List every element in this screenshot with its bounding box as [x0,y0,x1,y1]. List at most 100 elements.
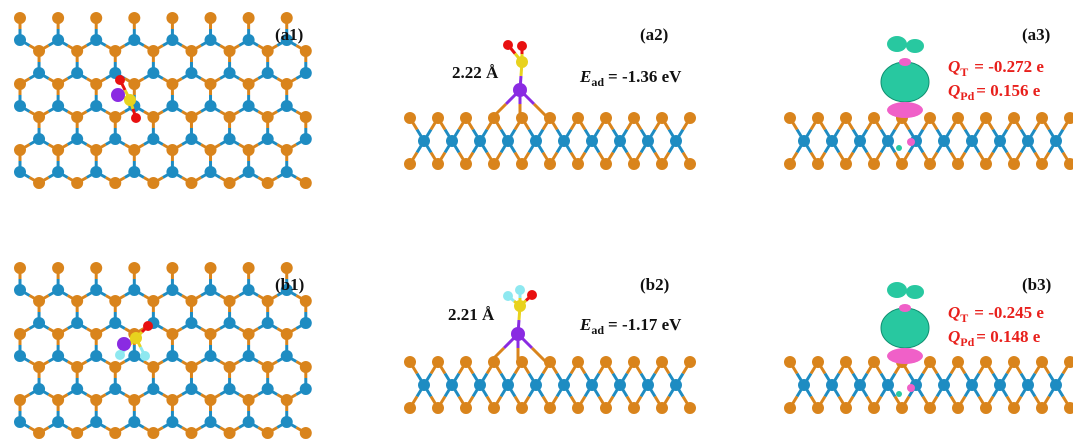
value: = -1.17 eV [608,315,682,334]
density-accumulation [899,304,911,312]
bond [532,348,546,362]
atom [14,78,26,90]
atom [446,379,458,391]
atom [628,112,640,124]
atom [517,41,527,51]
atom [147,427,159,439]
atom [205,284,217,296]
atom [14,262,26,274]
atom [128,284,140,296]
atom [300,317,312,329]
atom [71,45,83,57]
atom [90,34,102,46]
atom [205,328,217,340]
bond-length: 2.22 Å [452,63,499,82]
atom [628,356,640,368]
density-depletion [906,39,924,53]
subscript: T [960,311,968,325]
atom [52,144,64,156]
atom [404,158,416,170]
atom [224,317,236,329]
atom [966,135,978,147]
atom [109,133,121,145]
atom [614,135,626,147]
charge: QT= -0.245 e [948,303,1044,325]
atom [882,135,894,147]
atom [896,402,908,414]
atom [281,350,293,362]
atom [516,56,528,68]
atom [1050,379,1062,391]
atom [143,321,153,331]
atom [140,351,150,361]
atom [71,177,83,189]
atom [281,100,293,112]
atom [185,295,197,307]
atom [109,427,121,439]
atom [128,144,140,156]
atom [71,317,83,329]
value: = -0.245 e [974,303,1044,322]
atom [1036,112,1048,124]
atom [185,361,197,373]
atom [572,356,584,368]
atom [243,100,255,112]
atom [446,135,458,147]
atom [71,361,83,373]
atom [1036,402,1048,414]
density-depletion [906,285,924,299]
atom [784,356,796,368]
atom [503,40,513,50]
atom [281,416,293,428]
density-depletion [887,282,907,298]
density-accumulation [887,348,923,364]
atom [572,112,584,124]
atom [515,285,525,295]
atom [128,78,140,90]
atom [474,379,486,391]
atom [71,383,83,395]
atom [185,133,197,145]
atom [300,133,312,145]
subscript: T [960,65,968,79]
atom [147,295,159,307]
panel-label: (b1) [275,275,304,294]
atom [300,67,312,79]
atom [52,12,64,24]
subscript: ad [591,75,604,89]
atom [502,379,514,391]
atom [115,350,125,360]
atom [128,12,140,24]
atom [224,45,236,57]
atom [224,111,236,123]
atom [262,295,274,307]
atom [262,111,274,123]
atom [52,34,64,46]
atom [262,177,274,189]
atom [205,144,217,156]
atom [166,262,178,274]
atom [262,67,274,79]
atom [185,67,197,79]
atom [404,112,416,124]
density-depletion [881,62,929,102]
symbol: E [579,67,591,86]
atom [281,328,293,340]
atom [52,350,64,362]
atom [1036,356,1048,368]
panel-label: (a2) [640,25,668,44]
atom [516,158,528,170]
atom [205,100,217,112]
atom [243,416,255,428]
atom [185,427,197,439]
atom [52,416,64,428]
atom [980,112,992,124]
atom [600,402,612,414]
atom [185,45,197,57]
atom [166,34,178,46]
atom [33,45,45,57]
atom [147,45,159,57]
atom [924,356,936,368]
atom [166,144,178,156]
atom [109,383,121,395]
